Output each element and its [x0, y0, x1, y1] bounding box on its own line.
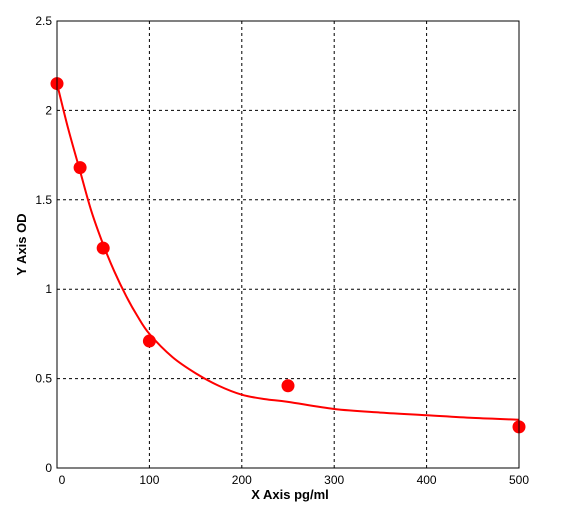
y-axis-title: Y Axis OD — [14, 213, 29, 275]
fit-curve-layer — [56, 83, 520, 421]
data-points-layer — [50, 77, 526, 434]
y-tick-label: 0 — [45, 461, 52, 475]
x-tick-label: 400 — [417, 473, 437, 487]
y-tick-label: 2 — [45, 103, 52, 117]
y-tick-label: 1 — [45, 282, 52, 296]
x-tick-label: 200 — [232, 473, 252, 487]
x-axis-title: X Axis pg/ml — [251, 487, 329, 502]
grid-lines — [57, 21, 519, 468]
data-point — [142, 334, 156, 348]
tick-labels: 0 100 200 300 400 500 0 0.5 1 1.5 2 2.5 — [35, 14, 529, 487]
y-tick-label: 2.5 — [35, 14, 52, 28]
x-tick-label: 100 — [139, 473, 159, 487]
y-tick-label: 0.5 — [35, 372, 52, 386]
data-point — [73, 161, 87, 175]
y-tick-label: 1.5 — [35, 193, 52, 207]
fit-curve — [56, 83, 520, 421]
data-point — [281, 379, 295, 393]
x-tick-label: 300 — [324, 473, 344, 487]
data-point — [96, 241, 110, 255]
x-tick-label: 0 — [59, 473, 66, 487]
x-tick-label: 500 — [509, 473, 529, 487]
plot-area-frame — [56, 20, 520, 469]
